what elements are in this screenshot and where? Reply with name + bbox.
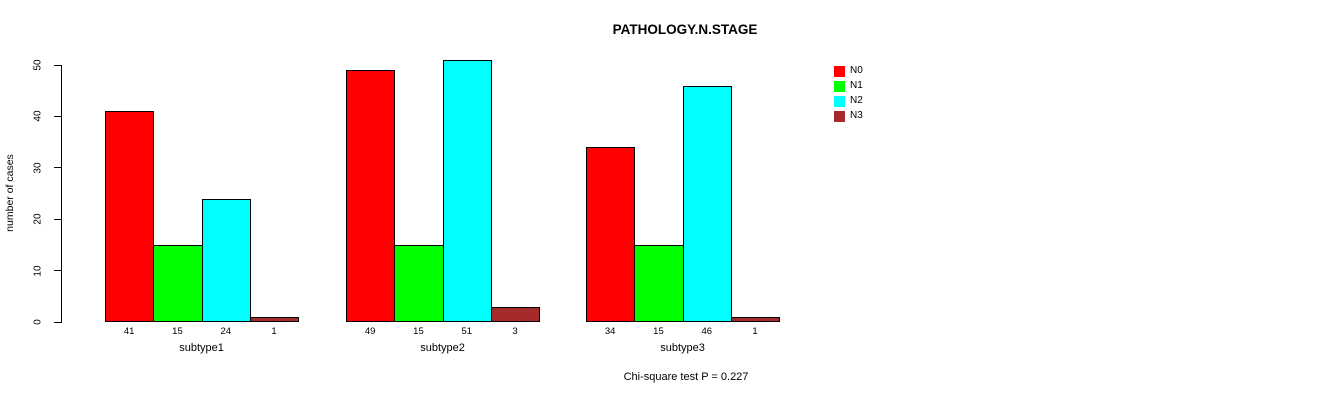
y-tick-label: 0	[32, 319, 44, 325]
bar-N2-subtype1	[201, 199, 251, 322]
y-axis-line	[61, 65, 62, 323]
chart-title: PATHOLOGY.N.STAGE	[612, 22, 758, 37]
bar-value-label: 15	[413, 326, 424, 337]
legend-label-N3: N3	[850, 110, 863, 121]
legend-swatch-N0	[834, 66, 845, 77]
bar-N0-subtype3	[586, 147, 636, 322]
y-tick	[54, 115, 61, 117]
bar-value-label: 24	[220, 326, 232, 337]
x-category-label-subtype2: subtype2	[420, 342, 465, 354]
y-tick	[54, 167, 61, 169]
bar-N2-subtype2	[442, 60, 492, 322]
bar-N2-subtype3	[682, 86, 732, 322]
bar-value-label: 49	[364, 326, 376, 337]
legend-swatch-N2	[834, 96, 845, 107]
bar-N3-subtype2	[490, 307, 541, 322]
y-tick	[54, 321, 61, 323]
bar-value-label: 1	[752, 326, 758, 337]
legend-swatch-N1	[834, 81, 845, 92]
bar-value-label: 34	[604, 326, 616, 337]
bar-value-label: 3	[512, 326, 518, 337]
bar-value-label: 41	[123, 326, 135, 337]
bar-N1-subtype1	[153, 245, 203, 322]
bar-N1-subtype3	[634, 245, 684, 322]
y-tick-label: 10	[32, 265, 44, 277]
legend-label-N0: N0	[850, 65, 863, 76]
legend-swatch-N3	[834, 111, 845, 122]
bar-N1-subtype2	[394, 245, 444, 322]
bar-value-label: 15	[172, 326, 183, 337]
bar-value-label: 1	[271, 326, 277, 337]
chi-square-annotation: Chi-square test P = 0.227	[623, 371, 749, 383]
y-tick-label: 50	[32, 59, 44, 71]
y-tick	[54, 270, 61, 272]
bar-value-label: 15	[653, 326, 664, 337]
bar-N3-subtype1	[249, 317, 300, 322]
y-tick-label: 30	[32, 162, 44, 174]
bar-N0-subtype1	[105, 111, 155, 322]
y-tick-label: 40	[32, 110, 44, 122]
y-tick	[54, 218, 61, 220]
bar-N3-subtype3	[730, 317, 781, 322]
y-tick	[54, 64, 61, 66]
legend-label-N1: N1	[850, 80, 863, 91]
y-axis-label: number of cases	[4, 154, 16, 232]
bar-N0-subtype2	[346, 70, 396, 322]
x-category-label-subtype3: subtype3	[660, 342, 705, 354]
legend-label-N2: N2	[850, 95, 863, 106]
bar-value-label: 51	[461, 326, 473, 337]
bar-value-label: 46	[701, 326, 713, 337]
y-tick-label: 20	[32, 213, 44, 225]
x-category-label-subtype1: subtype1	[179, 342, 224, 354]
